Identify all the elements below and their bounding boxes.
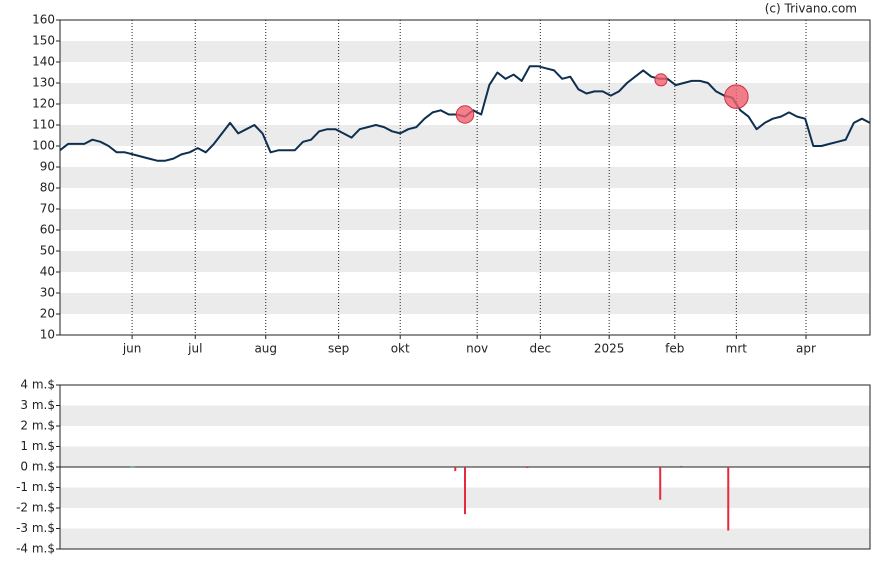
y-tick-label: 140 [32, 55, 55, 69]
credit: (c) Trivano.com [765, 2, 857, 16]
y-tick-label: 130 [32, 76, 55, 90]
y-tick-label: 100 [32, 139, 55, 153]
band [60, 293, 870, 314]
bar [130, 466, 133, 468]
y-tick-label: 150 [32, 34, 55, 48]
y-tick-label: 20 [40, 307, 55, 321]
x-tick-label: jun [122, 342, 142, 356]
x-tick-label: 2025 [594, 342, 625, 356]
y-tick-label: 3 m.$ [20, 398, 55, 412]
trade-marker [654, 73, 668, 87]
y-tick-label: 110 [32, 118, 55, 132]
plot-frame [59, 384, 871, 550]
trade-marker [724, 84, 749, 109]
x-tick-label: aug [254, 342, 277, 356]
y-tick-label: 0 m.$ [20, 460, 55, 474]
y-tick-label: 30 [40, 286, 55, 300]
bar [132, 466, 135, 468]
bar [659, 467, 662, 500]
bar [727, 467, 730, 531]
band [60, 83, 870, 104]
bar [680, 465, 683, 467]
y-tick-label: 90 [40, 160, 55, 174]
plot-frame [59, 19, 871, 336]
y-tick-label: 120 [32, 97, 55, 111]
y-tick-label: 60 [40, 223, 55, 237]
bar [526, 467, 529, 469]
band [60, 446, 870, 467]
band [60, 528, 870, 549]
bar [454, 467, 457, 472]
band [60, 209, 870, 230]
bar [464, 467, 466, 515]
y-tick-label: 50 [40, 244, 55, 258]
y-tick-label: 4 m.$ [20, 378, 55, 392]
y-tick-label: 40 [40, 265, 55, 279]
y-tick-label: 2 m.$ [20, 419, 55, 433]
y-tick-label: 10 [40, 328, 55, 342]
x-tick-label: apr [796, 342, 816, 356]
x-tick-label: mrt [726, 342, 748, 356]
x-tick-label: nov [466, 342, 488, 356]
y-tick-label: -2 m.$ [16, 501, 55, 515]
x-tick-label: dec [530, 342, 552, 356]
y-tick-label: 70 [40, 202, 55, 216]
band [60, 41, 870, 62]
x-tick-label: jul [187, 342, 202, 356]
band [60, 251, 870, 272]
y-tick-label: -4 m.$ [16, 542, 55, 556]
x-tick-label: okt [391, 342, 410, 356]
band [60, 167, 870, 188]
trade-marker [455, 105, 475, 124]
x-tick-label: sep [328, 342, 349, 356]
y-tick-label: -3 m.$ [16, 521, 55, 535]
y-tick-label: 80 [40, 181, 55, 195]
y-tick-label: 160 [32, 13, 55, 27]
y-tick-label: -1 m.$ [16, 480, 55, 494]
x-tick-label: feb [665, 342, 684, 356]
band [60, 125, 870, 146]
band [60, 405, 870, 426]
y-tick-label: 1 m.$ [20, 439, 55, 453]
